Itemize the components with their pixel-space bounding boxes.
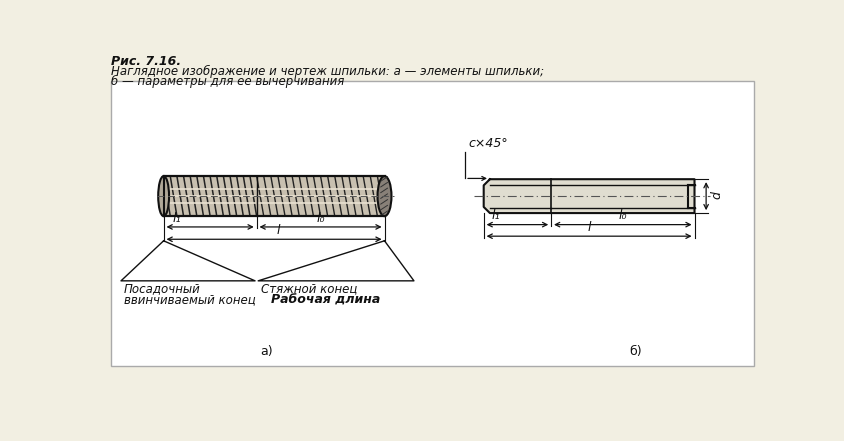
Text: Рис. 7.16.: Рис. 7.16.	[111, 55, 181, 68]
Text: ввинчиваемый конец: ввинчиваемый конец	[124, 293, 256, 306]
FancyBboxPatch shape	[111, 81, 755, 366]
Text: l₀: l₀	[619, 209, 627, 222]
Text: l₁: l₁	[173, 212, 181, 224]
Text: Посадочный: Посадочный	[124, 282, 201, 295]
Ellipse shape	[158, 176, 169, 216]
Text: с×45°: с×45°	[468, 137, 508, 150]
Text: l₁: l₁	[491, 209, 500, 222]
Text: б — параметры для ее вычерчивания: б — параметры для ее вычерчивания	[111, 75, 344, 88]
Bar	[164, 176, 385, 216]
Text: Наглядное изображение и чертеж шпильки: а — элементы шпильки;: Наглядное изображение и чертеж шпильки: …	[111, 65, 544, 78]
Text: Рабочая длина: Рабочая длина	[271, 293, 380, 306]
Text: l: l	[587, 221, 591, 234]
Polygon shape	[484, 179, 695, 213]
Text: а): а)	[260, 345, 273, 358]
Text: Стяжной конец: Стяжной конец	[262, 282, 358, 295]
Text: б): б)	[630, 345, 642, 358]
Text: l: l	[276, 224, 279, 237]
Ellipse shape	[377, 176, 392, 216]
Text: l₀: l₀	[316, 212, 325, 224]
Text: d: d	[710, 191, 723, 198]
